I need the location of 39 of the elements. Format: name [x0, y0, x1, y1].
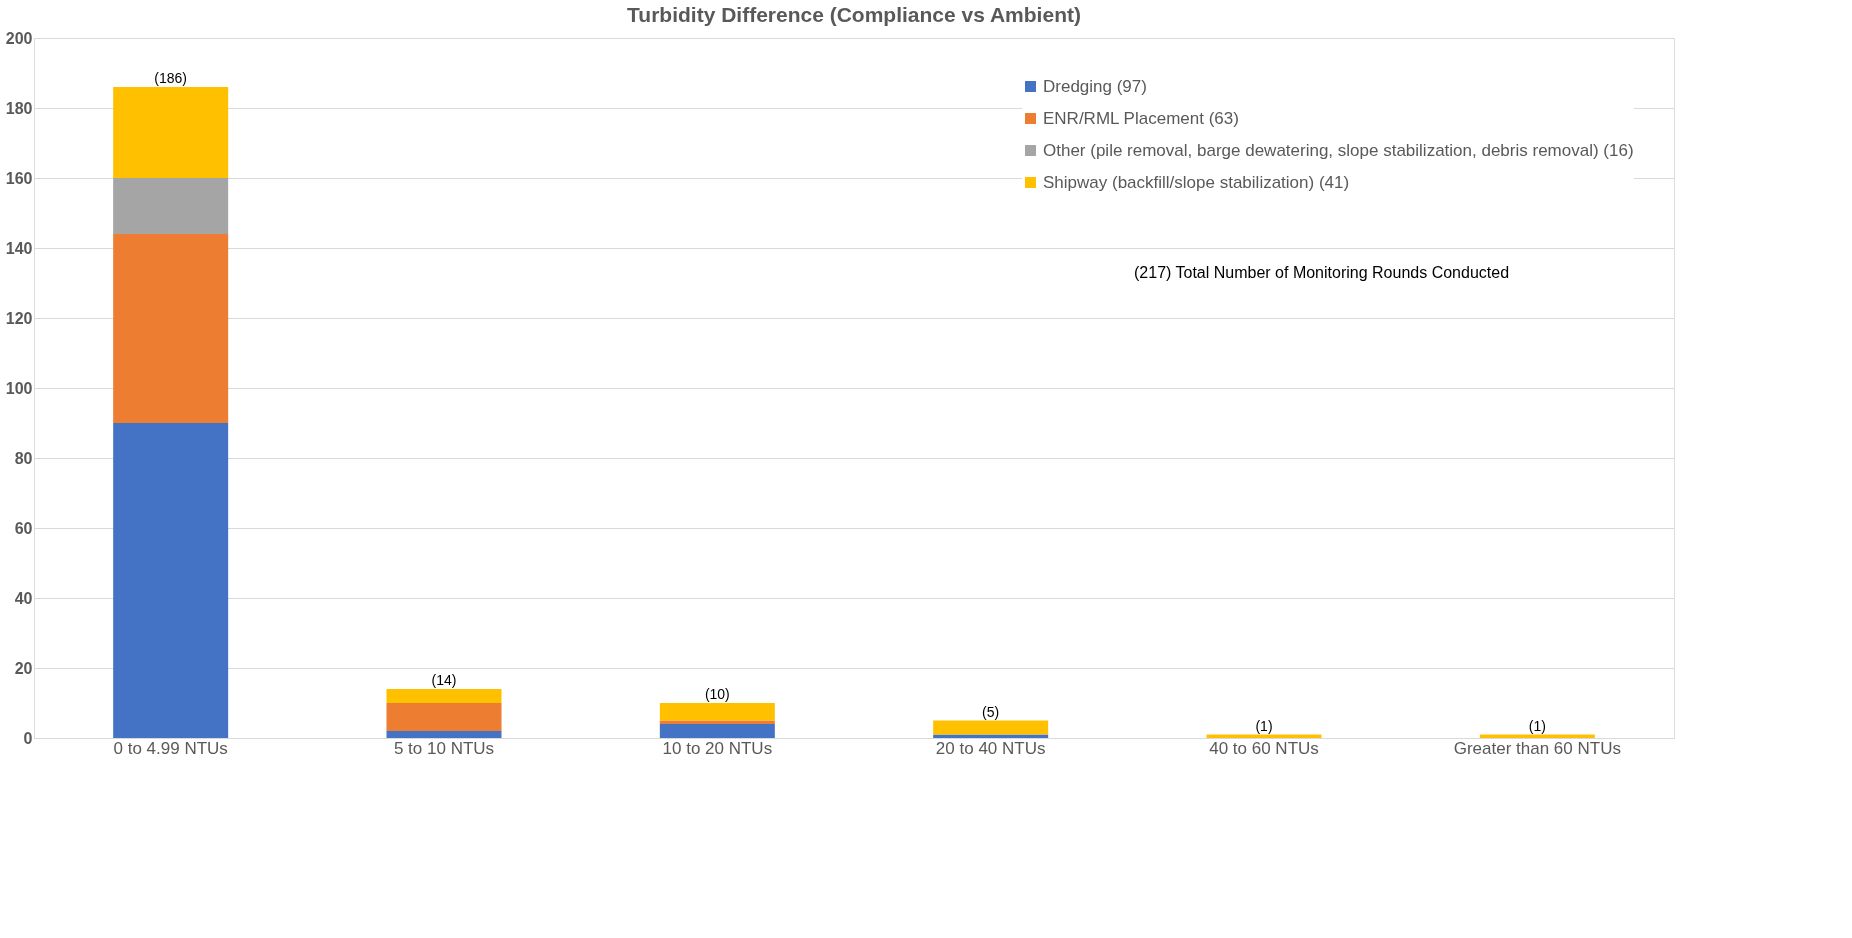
- bar: [386, 731, 502, 738]
- annotation: (217) Total Number of Monitoring Rounds Conducted: [1134, 264, 1510, 281]
- x-tick-label: 0 to 4.99 NTUs: [113, 738, 228, 758]
- legend-label: ENR/RML Placement (63): [1043, 108, 1239, 128]
- total-label: (10): [704, 686, 730, 702]
- x-tick-label: 10 to 20 NTUs: [662, 738, 773, 758]
- legend-label: Dredging (97): [1043, 76, 1147, 96]
- total-label: (1): [1255, 717, 1273, 734]
- x-tick-label: 20 to 40 NTUs: [935, 738, 1046, 758]
- y-tick-label: 100: [5, 379, 33, 397]
- y-tick-label: 60: [14, 519, 33, 537]
- bar: [113, 423, 229, 738]
- y-tick-label: 180: [5, 99, 33, 117]
- y-tick-label: 160: [5, 169, 33, 187]
- bar: [659, 724, 775, 738]
- y-tick-label: 200: [5, 29, 33, 47]
- total-label: (5): [982, 703, 1000, 720]
- total-label: (186): [154, 70, 188, 86]
- bar: [386, 689, 502, 703]
- bar: [113, 87, 229, 178]
- x-tick-label: Greater than 60 NTUs: [1453, 738, 1621, 758]
- y-tick-label: 140: [5, 239, 33, 257]
- bar: [113, 178, 229, 234]
- total-label: (14): [431, 672, 457, 688]
- bar: [386, 703, 502, 731]
- x-tick-label: 5 to 10 NTUs: [393, 738, 495, 758]
- bar: [113, 234, 229, 423]
- legend-label: Other (pile removal, barge dewatering, slope stabilization, debris removal) (16): [1043, 140, 1634, 160]
- x-tick-label: 40 to 60 NTUs: [1209, 738, 1319, 758]
- bar: [659, 703, 775, 721]
- total-label: (1): [1528, 717, 1546, 734]
- chart-title: Turbidity Difference (Compliance vs Ambient): [627, 3, 1081, 26]
- y-tick-label: 20: [14, 659, 33, 677]
- y-tick-label: 80: [14, 449, 33, 467]
- y-tick-label: 120: [5, 309, 33, 327]
- legend-label: Shipway (backfill/slope stabilization) (41): [1043, 172, 1350, 192]
- y-tick-label: 40: [14, 589, 33, 607]
- bar: [933, 720, 1049, 735]
- y-tick-label: 0: [23, 729, 33, 747]
